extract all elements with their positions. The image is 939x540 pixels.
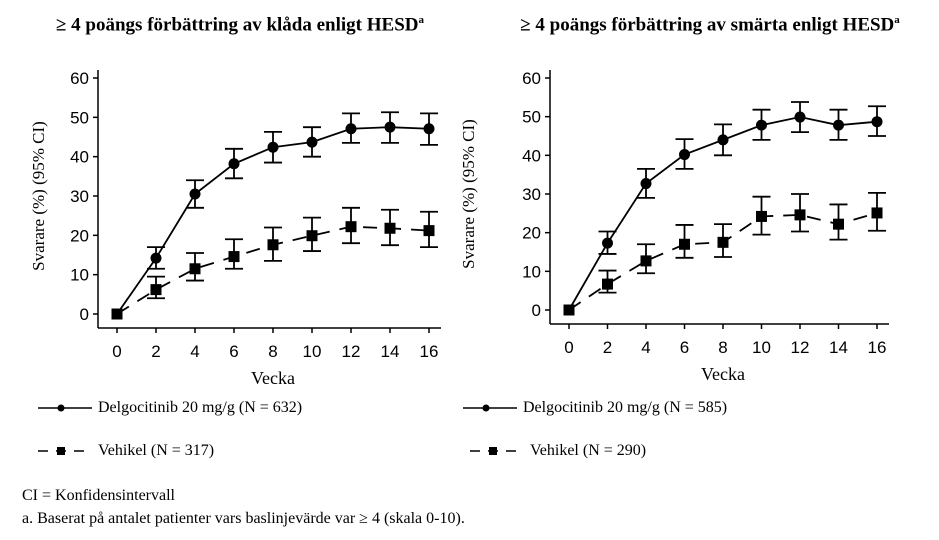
y-tick-label: 20 bbox=[70, 226, 89, 245]
data-point bbox=[189, 263, 201, 275]
title-sup: a bbox=[418, 14, 425, 26]
data-point bbox=[640, 178, 652, 190]
data-point bbox=[423, 123, 435, 135]
legend-left-vehicle: Vehikel (N = 317) bbox=[38, 442, 214, 460]
data-point bbox=[345, 221, 357, 233]
x-axis-label: Vecka bbox=[701, 364, 745, 384]
title-text: ≥ 4 poängs förbättring av smärta enligt … bbox=[520, 14, 895, 36]
data-point bbox=[306, 230, 318, 242]
data-point bbox=[384, 121, 396, 133]
data-point bbox=[563, 304, 575, 316]
data-point bbox=[602, 278, 613, 290]
data-point bbox=[756, 119, 767, 131]
x-axis-label: Vecka bbox=[251, 368, 295, 388]
chart-title-right: ≥ 4 poängs förbättring av smärta enligt … bbox=[500, 8, 920, 37]
data-point bbox=[423, 225, 435, 237]
y-tick-label: 50 bbox=[522, 108, 541, 127]
data-point bbox=[384, 222, 396, 234]
x-tick-label: 6 bbox=[680, 338, 689, 357]
y-tick-label: 20 bbox=[522, 224, 541, 243]
data-point bbox=[833, 119, 844, 131]
y-tick-label: 30 bbox=[70, 187, 89, 206]
data-point bbox=[150, 252, 162, 264]
footnote-ci: CI = Konfidensintervall bbox=[22, 487, 175, 504]
x-tick-label: 4 bbox=[190, 342, 199, 361]
data-point bbox=[267, 141, 279, 153]
data-point bbox=[756, 210, 767, 222]
x-tick-label: 8 bbox=[718, 338, 727, 357]
x-tick-label: 2 bbox=[151, 342, 160, 361]
x-tick-label: 14 bbox=[829, 338, 848, 357]
data-point bbox=[267, 239, 279, 251]
y-tick-label: 50 bbox=[70, 108, 89, 127]
x-tick-label: 14 bbox=[381, 342, 400, 361]
y-tick-label: 60 bbox=[70, 69, 89, 88]
legend-label: Delgocitinib 20 mg/g (N = 632) bbox=[98, 399, 303, 416]
footnote-a: a. Baserat på antalet patienter vars bas… bbox=[22, 510, 465, 527]
data-point bbox=[602, 237, 613, 249]
data-point bbox=[794, 209, 806, 221]
data-point bbox=[228, 251, 240, 263]
x-tick-label: 2 bbox=[603, 338, 612, 357]
data-point bbox=[833, 218, 844, 230]
y-tick-label: 10 bbox=[522, 262, 541, 281]
x-tick-label: 12 bbox=[342, 342, 361, 361]
legend-left-active: Delgocitinib 20 mg/g (N = 632) bbox=[38, 399, 302, 417]
data-point bbox=[189, 188, 201, 200]
y-tick-label: 10 bbox=[70, 266, 89, 285]
y-tick-label: 0 bbox=[532, 301, 541, 320]
x-tick-label: 0 bbox=[112, 342, 121, 361]
x-tick-label: 16 bbox=[868, 338, 887, 357]
data-point bbox=[345, 123, 357, 135]
data-point bbox=[717, 236, 729, 248]
data-point bbox=[794, 111, 806, 123]
x-tick-label: 10 bbox=[752, 338, 771, 357]
y-axis-label: Svarare (%) (95% CI) bbox=[29, 121, 48, 271]
legend-label: Vehikel (N = 317) bbox=[98, 442, 215, 459]
data-point bbox=[111, 308, 123, 320]
y-tick-label: 40 bbox=[70, 148, 89, 167]
x-tick-label: 10 bbox=[303, 342, 322, 361]
data-point bbox=[150, 284, 162, 296]
data-point bbox=[228, 158, 240, 170]
data-point bbox=[306, 136, 318, 148]
y-tick-label: 0 bbox=[80, 305, 89, 324]
x-tick-label: 16 bbox=[420, 342, 439, 361]
x-tick-label: 4 bbox=[641, 338, 650, 357]
y-tick-label: 40 bbox=[522, 146, 541, 165]
data-point bbox=[679, 149, 690, 161]
x-tick-label: 6 bbox=[229, 342, 238, 361]
chart-title-left: ≥ 4 poängs förbättring av klåda enligt H… bbox=[20, 8, 460, 37]
y-tick-label: 60 bbox=[522, 69, 541, 88]
legend-right-active: Delgocitinib 20 mg/g (N = 585) bbox=[463, 399, 727, 417]
data-point bbox=[717, 134, 729, 146]
legend-right-vehicle: Vehikel (N = 290) bbox=[470, 442, 646, 460]
y-tick-label: 30 bbox=[522, 185, 541, 204]
x-tick-label: 0 bbox=[564, 338, 573, 357]
data-point bbox=[640, 255, 652, 267]
title-sup: a bbox=[894, 14, 900, 26]
x-tick-label: 12 bbox=[791, 338, 810, 357]
data-point bbox=[871, 116, 883, 128]
legend-label: Vehikel (N = 290) bbox=[530, 442, 647, 459]
data-point bbox=[871, 207, 883, 219]
title-text: ≥ 4 poängs förbättring av klåda enligt H… bbox=[55, 14, 419, 36]
y-axis-label: Svarare (%) (95% CI) bbox=[459, 119, 478, 269]
data-point bbox=[679, 238, 690, 250]
legend-label: Delgocitinib 20 mg/g (N = 585) bbox=[523, 399, 728, 416]
x-tick-label: 8 bbox=[268, 342, 277, 361]
